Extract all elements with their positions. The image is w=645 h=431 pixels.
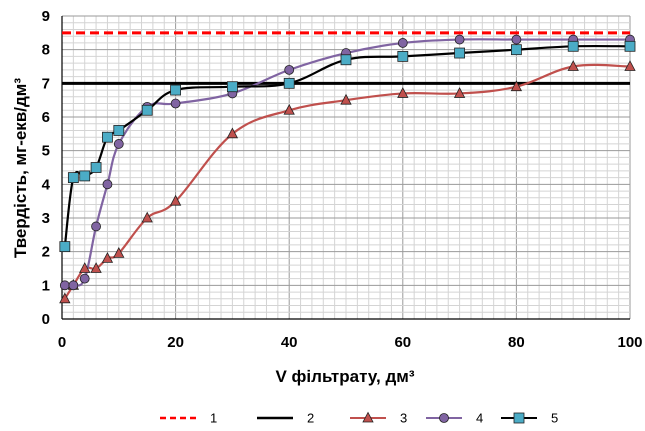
- legend-label: 2: [307, 411, 314, 426]
- series-4-point: [454, 34, 465, 45]
- series-5-point: [59, 241, 71, 253]
- series-5-point: [67, 172, 79, 184]
- series-5-point: [226, 81, 238, 93]
- y-tick-label: 2: [42, 244, 50, 261]
- series-4-point: [102, 179, 113, 190]
- series-3-point: [624, 60, 636, 71]
- legend-swatch-marker: [362, 411, 374, 423]
- legend-swatch-marker: [439, 413, 449, 423]
- series-3-point: [510, 80, 523, 92]
- x-tick-label: 100: [617, 334, 642, 351]
- y-tick-label: 9: [42, 8, 50, 25]
- legend-label: 1: [210, 411, 217, 426]
- x-tick-label: 0: [58, 334, 66, 351]
- series-5-point: [113, 125, 125, 136]
- series-3-point: [113, 246, 125, 258]
- series-5-point: [340, 54, 352, 66]
- legend-label: 4: [476, 411, 483, 426]
- series-4-line: [64, 38, 630, 287]
- series-3-point: [141, 211, 153, 223]
- series-4-point: [79, 273, 90, 284]
- series-5-point: [90, 162, 102, 173]
- legend: 1 2 3 4 5: [160, 411, 558, 426]
- y-tick-label: 8: [42, 42, 50, 59]
- tick-labels: 0 20 40 60 80 100 0 1 2 3 4 5 6 7 8 9: [42, 8, 643, 351]
- legend-label: 5: [551, 411, 558, 426]
- series-4-point: [113, 139, 124, 149]
- series-3-point: [59, 292, 71, 304]
- series-3-point: [567, 60, 579, 71]
- series-5-point: [79, 170, 91, 182]
- legend-label: 3: [400, 411, 407, 426]
- series-3-point: [340, 93, 352, 105]
- y-tick-label: 5: [42, 143, 50, 160]
- series-3-point: [283, 103, 295, 115]
- x-tick-label: 40: [281, 334, 298, 351]
- series-4-point: [68, 280, 79, 291]
- series-4-point: [170, 98, 181, 109]
- series-3-line: [63, 63, 631, 300]
- y-tick-label: 3: [42, 210, 50, 227]
- x-axis-title: V фільтрату, дм³: [276, 367, 415, 386]
- series-3-point: [397, 87, 409, 98]
- series-5-point: [170, 84, 182, 96]
- series-5-point: [567, 40, 579, 52]
- y-tick-label: 7: [42, 75, 50, 92]
- series-3-point: [169, 194, 182, 206]
- x-tick-label: 80: [508, 334, 525, 351]
- y-tick-label: 1: [42, 277, 50, 294]
- x-tick-label: 60: [394, 334, 411, 351]
- series-4-point: [59, 280, 70, 291]
- series-3-point: [79, 262, 91, 273]
- series-4-point: [91, 221, 101, 232]
- x-tick-label: 20: [167, 334, 184, 351]
- series-5-point: [510, 44, 522, 56]
- y-tick-label: 6: [42, 109, 50, 126]
- series-4-point: [511, 34, 522, 45]
- legend-swatch-marker: [513, 412, 525, 424]
- series-3-point: [453, 87, 466, 98]
- y-axis-title: Твердість, мг-екв/дм³: [11, 78, 30, 258]
- series-5-point: [141, 104, 153, 116]
- series-5-point: [397, 51, 409, 62]
- series-5-point: [624, 40, 636, 52]
- series-markers: [59, 34, 636, 304]
- y-tick-label: 4: [42, 176, 51, 193]
- series-3-point: [90, 262, 102, 273]
- series-5-point: [283, 77, 295, 89]
- series-4-point: [397, 38, 408, 48]
- series-5-point: [102, 131, 113, 143]
- series-4-point: [284, 64, 295, 75]
- y-tick-label: 0: [42, 311, 50, 328]
- series-3-point: [226, 127, 239, 139]
- series-5-point: [454, 47, 466, 59]
- series-3-point: [101, 252, 114, 263]
- axes: [61, 16, 630, 320]
